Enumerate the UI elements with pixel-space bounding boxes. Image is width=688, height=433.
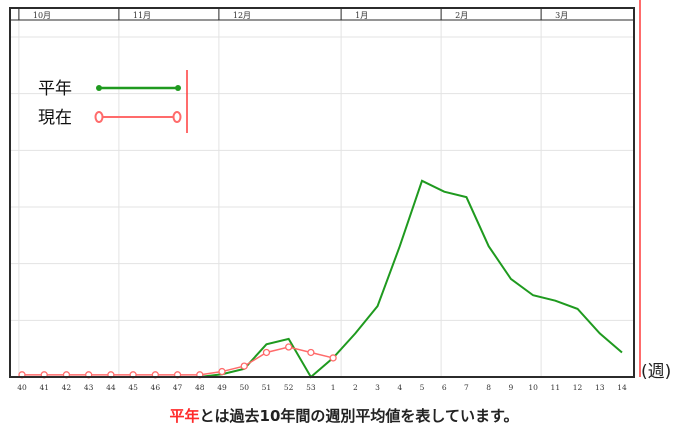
week-tick-label: 41 — [39, 383, 49, 392]
flu-trend-chart: 10月 11月 12月 1月 2月 3月 40 41 42 43 44 45 46 47 48 49 50 51… — [9, 0, 641, 392]
x-unit-label: (週) — [641, 362, 672, 382]
series-line-average — [22, 179, 623, 379]
week-tick-label: 14 — [617, 383, 627, 392]
week-tick-label: 9 — [508, 383, 513, 392]
series-layer — [18, 179, 623, 379]
week-tick-label: 2 — [353, 383, 358, 392]
legend-marker-average — [96, 85, 102, 91]
week-tick-label: 13 — [595, 383, 605, 392]
week-tick-label: 52 — [284, 383, 294, 392]
week-tick-label: 6 — [442, 383, 447, 392]
week-tick-label: 1 — [331, 383, 336, 392]
week-tick-label: 10 — [528, 383, 538, 392]
series-point-current — [262, 348, 271, 357]
month-label: 10月 — [33, 11, 51, 20]
week-tick-label: 5 — [420, 383, 425, 392]
week-tick-label: 4 — [397, 383, 402, 392]
series-point-current — [218, 367, 226, 376]
caption: 平年とは過去10年間の週別平均値を表しています。 — [0, 405, 688, 426]
week-tick-label: 40 — [17, 383, 27, 392]
month-axis: 10月 11月 12月 1月 2月 3月 — [10, 8, 634, 21]
month-label: 12月 — [233, 11, 251, 20]
week-tick-label: 42 — [62, 383, 72, 392]
week-tick-label: 47 — [173, 383, 183, 392]
week-tick-label: 46 — [151, 383, 161, 392]
week-axis: 40 41 42 43 44 45 46 47 48 49 50 51 52 53 1 2 3 4 5 6 7 8 9 10 1… — [17, 383, 627, 392]
week-tick-label: 11 — [551, 383, 561, 392]
legend-label-current: 現在 — [38, 108, 72, 128]
caption-text: とは過去10年間の週別平均値を表しています。 — [199, 407, 519, 425]
month-label: 1月 — [355, 11, 368, 20]
month-label: 3月 — [555, 11, 568, 20]
week-tick-label: 7 — [464, 383, 469, 392]
month-label: 11月 — [133, 11, 151, 20]
week-tick-label: 44 — [106, 383, 116, 392]
series-point-current — [307, 348, 315, 357]
week-tick-label: 43 — [84, 383, 94, 392]
week-tick-label: 45 — [128, 383, 138, 392]
series-point-current — [240, 362, 248, 370]
week-tick-label: 8 — [486, 383, 491, 392]
week-tick-label: 12 — [573, 383, 583, 392]
week-tick-label: 50 — [239, 383, 249, 392]
legend-marker-average — [175, 85, 181, 91]
series-line-current — [22, 346, 334, 376]
week-tick-label: 3 — [375, 383, 380, 392]
series-point-current — [329, 354, 337, 362]
week-tick-label: 49 — [217, 383, 227, 392]
month-label: 2月 — [455, 11, 468, 20]
week-tick-label: 48 — [195, 383, 205, 392]
legend-marker-current — [172, 111, 182, 123]
caption-highlight: 平年 — [169, 407, 200, 425]
series-point-current — [285, 343, 293, 351]
week-tick-label: 53 — [306, 383, 316, 392]
week-tick-label: 51 — [262, 383, 272, 392]
plot-frame — [9, 7, 635, 378]
legend-marker-current — [94, 111, 104, 123]
gridlines — [10, 8, 634, 377]
legend-label-average: 平年 — [38, 79, 72, 99]
